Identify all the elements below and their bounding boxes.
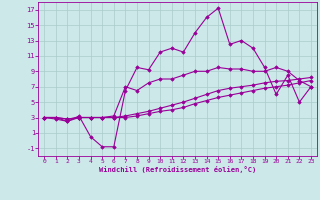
X-axis label: Windchill (Refroidissement éolien,°C): Windchill (Refroidissement éolien,°C) — [99, 166, 256, 173]
